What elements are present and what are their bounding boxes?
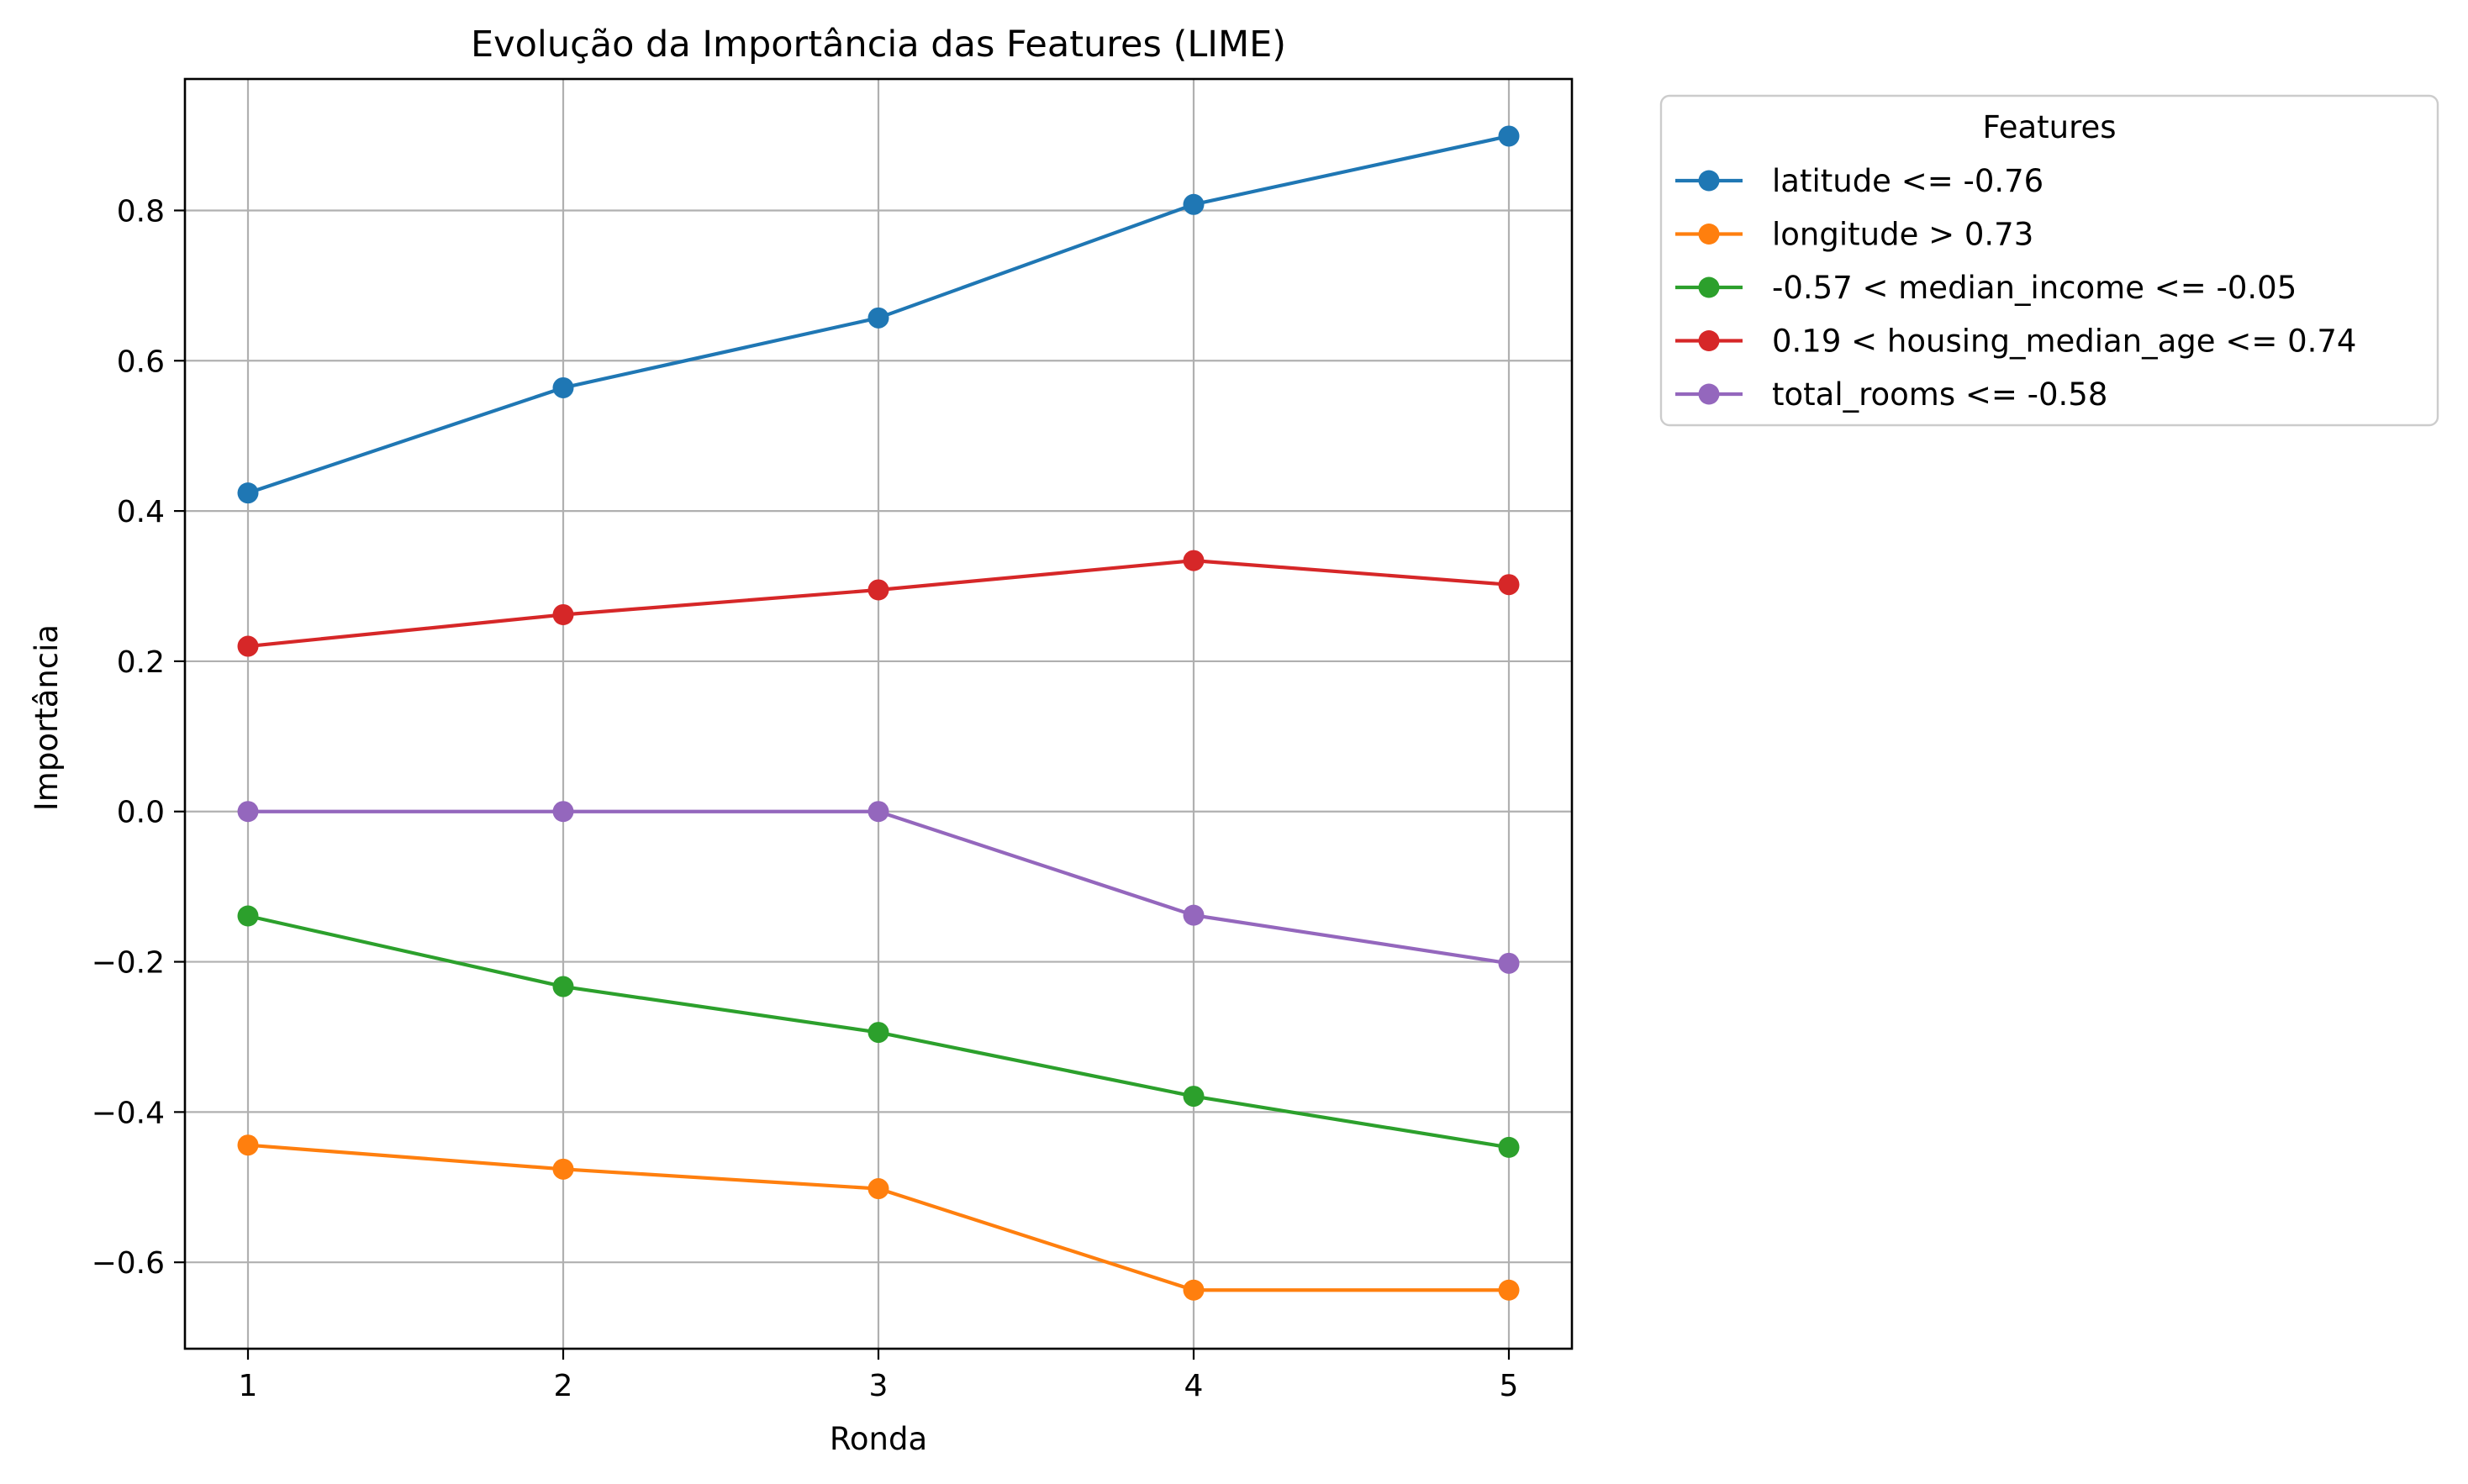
legend-title: Features: [1982, 109, 2116, 145]
y-tick-label: 0.2: [117, 645, 165, 680]
legend-entries: latitude <= -0.76 longitude > 0.73 -0.57 <…: [1675, 163, 2356, 413]
legend-entry: 0.19 < housing_median_age <= 0.74: [1675, 324, 2356, 360]
grid-lines: [185, 79, 1572, 1349]
legend-box: [1659, 94, 2439, 427]
y-tick-label: −0.2: [92, 946, 165, 981]
series: [237, 125, 1520, 504]
series: [237, 550, 1520, 657]
legend-entry: longitude > 0.73: [1675, 217, 2033, 253]
data-point: [1183, 1279, 1205, 1301]
data-point: [1183, 904, 1205, 926]
y-tick-label: −0.6: [92, 1246, 165, 1281]
x-axis-label: Ronda: [830, 1421, 927, 1457]
data-point: [1498, 125, 1520, 147]
legend-label: total_rooms <= -0.58: [1772, 376, 2107, 413]
series-layer: [237, 125, 1520, 1301]
data-point: [1498, 574, 1520, 596]
data-point: [867, 1022, 889, 1044]
data-point: [552, 801, 574, 823]
data-point: [867, 801, 889, 823]
data-point: [552, 976, 574, 997]
legend-label: 0.19 < housing_median_age <= 0.74: [1772, 324, 2356, 360]
x-tick-label: 2: [554, 1369, 573, 1403]
series: [237, 801, 1520, 974]
data-point: [1498, 1136, 1520, 1158]
data-point: [237, 482, 259, 504]
series: [237, 1134, 1520, 1301]
y-axis-label: Importância: [29, 624, 65, 811]
legend-marker: [1698, 224, 1720, 245]
data-point: [1183, 550, 1205, 571]
legend-marker: [1698, 383, 1720, 405]
data-point: [237, 801, 259, 823]
y-tick-label: −0.4: [92, 1096, 165, 1130]
data-point: [1498, 952, 1520, 974]
legend-marker: [1698, 330, 1720, 351]
data-point: [237, 635, 259, 657]
y-tick-label: 0.4: [117, 495, 165, 529]
data-point: [552, 1158, 574, 1180]
data-point: [867, 1178, 889, 1200]
y-tick-label: 0.0: [117, 796, 165, 830]
x-tick-label: 4: [1184, 1369, 1204, 1403]
data-point: [552, 603, 574, 625]
data-point: [867, 307, 889, 329]
data-point: [237, 905, 259, 927]
legend-label: longitude > 0.73: [1772, 217, 2033, 253]
data-point: [1183, 1086, 1205, 1108]
x-tick-label: 3: [869, 1369, 889, 1403]
series: [237, 905, 1520, 1158]
data-point: [1183, 193, 1205, 215]
y-tick-label: 0.8: [117, 194, 165, 229]
axis-ticks: 1 2 3 4 5 −0.6 −0.4 −0.2 0.0 0.2 0.4 0.6 0.8: [92, 194, 1519, 1403]
data-point: [552, 376, 574, 398]
legend-entry: latitude <= -0.76: [1675, 163, 2043, 199]
legend-marker: [1698, 170, 1720, 192]
chart-title: Evolução da Importância das Features (LI…: [471, 24, 1286, 66]
legend-entry: -0.57 < median_income <= -0.05: [1675, 270, 2297, 306]
x-tick-label: 5: [1500, 1369, 1519, 1403]
y-tick-label: 0.6: [117, 345, 165, 379]
legend-label: -0.57 < median_income <= -0.05: [1772, 270, 2297, 306]
legend-marker: [1698, 276, 1720, 298]
data-point: [237, 1134, 259, 1156]
legend-label: latitude <= -0.76: [1772, 163, 2043, 199]
x-tick-label: 1: [239, 1369, 258, 1403]
legend: Features latitude <= -0.76 longitude > 0.…: [1659, 94, 2439, 427]
data-point: [867, 579, 889, 601]
legend-entry: total_rooms <= -0.58: [1675, 376, 2107, 413]
data-point: [1498, 1279, 1520, 1301]
